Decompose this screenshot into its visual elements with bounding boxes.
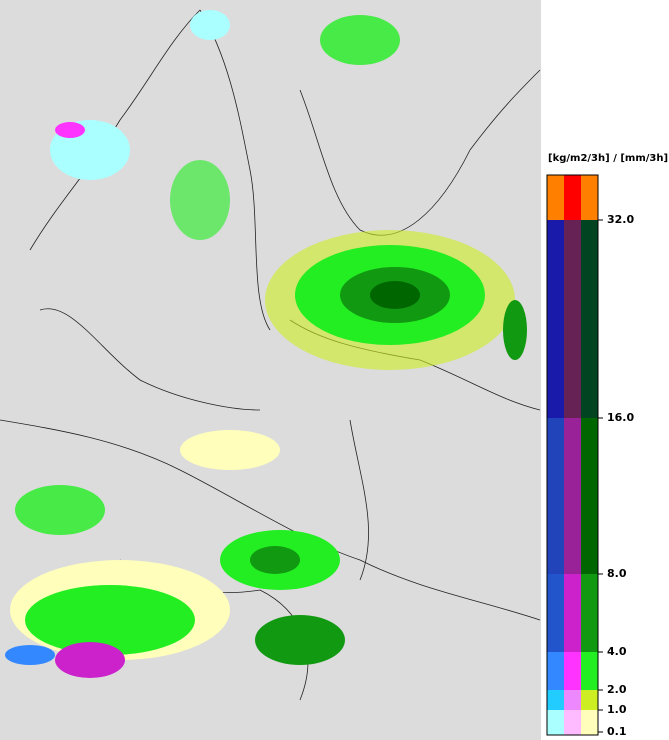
coastline: [299, 69, 541, 236]
legend-tick-label: 0.1: [607, 725, 627, 738]
legend-swatch: [547, 710, 564, 735]
legend-swatch: [547, 574, 564, 652]
snow-area: [5, 645, 55, 665]
snow-area: [190, 10, 230, 40]
legend-swatch: [564, 652, 581, 690]
rain-area: [320, 15, 400, 65]
legend-swatch: [564, 220, 581, 418]
map: [0, 0, 541, 740]
coastline: [199, 9, 271, 331]
legend-tick-label: 16.0: [607, 411, 634, 424]
mixed-area: [55, 122, 85, 138]
rain-area: [25, 585, 195, 655]
legend-swatch: [564, 710, 581, 735]
legend-swatch: [547, 690, 564, 710]
legend-swatch: [547, 220, 564, 418]
mixed-area: [55, 642, 125, 678]
legend-frame: [546, 174, 599, 736]
border: [0, 419, 541, 621]
rain-area: [503, 300, 527, 360]
precipitation: [5, 10, 527, 678]
rain-area: [370, 281, 420, 309]
rain-area: [15, 485, 105, 535]
legend-swatch: [564, 418, 581, 574]
coastline: [29, 9, 201, 251]
legend-swatch: [564, 175, 581, 220]
rain-area: [180, 430, 280, 470]
border: [349, 419, 369, 581]
legend-swatch: [581, 652, 598, 690]
legend-tick-label: 2.0: [607, 683, 627, 696]
rain-area: [255, 615, 345, 665]
rain-area: [250, 546, 300, 574]
legend-swatch: [581, 220, 598, 418]
legend-tick-label: 32.0: [607, 213, 634, 226]
legend-tick-label: 1.0: [607, 703, 627, 716]
legend-swatch: [564, 574, 581, 652]
rain-area: [170, 160, 230, 240]
legend-title: [kg/m2/3h] / [mm/3h]: [548, 153, 668, 164]
legend-swatch: [547, 652, 564, 690]
legend-tick-label: 4.0: [607, 645, 627, 658]
legend-swatch: [581, 418, 598, 574]
legend-swatch: [547, 175, 564, 220]
legend-swatch: [581, 690, 598, 710]
coastline: [39, 308, 261, 411]
legend-swatch: [547, 418, 564, 574]
legend-swatch: [581, 574, 598, 652]
legend-tick-label: 8.0: [607, 567, 627, 580]
legend-swatch: [581, 710, 598, 735]
legend-swatch: [581, 175, 598, 220]
legend-swatch: [564, 690, 581, 710]
